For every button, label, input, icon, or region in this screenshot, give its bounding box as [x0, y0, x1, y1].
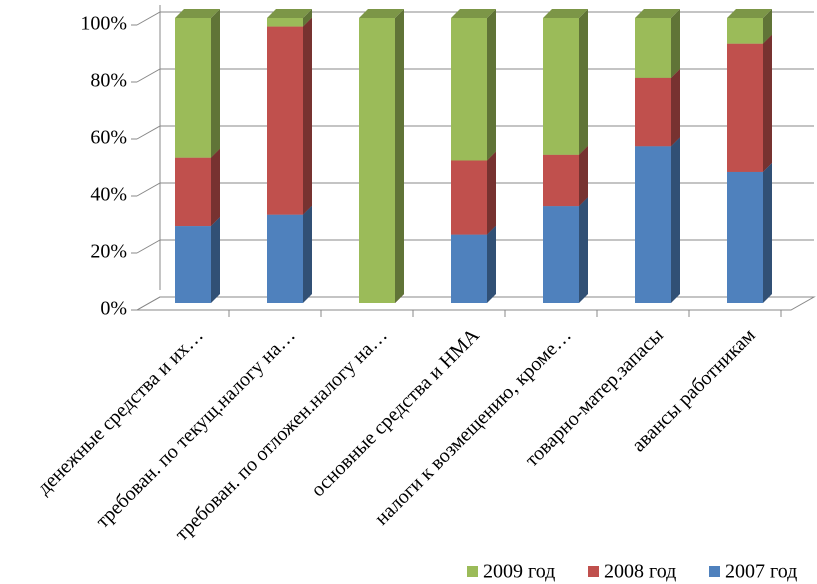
bar-segment: [359, 18, 395, 303]
bar-segment: [451, 18, 487, 161]
bar-side: [303, 9, 312, 27]
x-tick-label: основные средства и НМА: [307, 324, 484, 501]
bar-side: [211, 9, 220, 158]
bar-top: [543, 9, 588, 18]
bar-side: [763, 162, 772, 303]
bar-segment: [267, 214, 303, 303]
bar-segment: [727, 171, 763, 303]
bar-top: [635, 9, 680, 18]
x-tick-label: требован. по текущ.налогу на…: [92, 324, 300, 532]
bar-side: [579, 145, 588, 207]
bar-segment: [543, 154, 579, 207]
bar-segment: [727, 18, 763, 44]
bar-side: [487, 225, 496, 303]
legend: 2009 год 2008 год 2007 год: [467, 561, 797, 583]
bar-segment: [451, 234, 487, 303]
legend-label: 2008 год: [604, 561, 676, 583]
bar-side: [671, 9, 680, 78]
bar-side: [671, 137, 680, 303]
bar-segment: [635, 18, 671, 78]
bar-side: [579, 9, 588, 155]
bar-segment: [635, 146, 671, 303]
x-tick-label: денежные средства и их…: [33, 324, 208, 499]
bar-segment: [543, 206, 579, 303]
bar-side: [671, 68, 680, 147]
bar-top: [175, 9, 220, 18]
grid-line: [136, 11, 814, 26]
bar-segment: [175, 157, 211, 227]
bar-side: [395, 9, 404, 303]
grid-line: [136, 68, 814, 83]
bar-side: [487, 151, 496, 235]
bar-side: [763, 34, 772, 172]
bar-segment: [727, 43, 763, 172]
bar-side: [579, 197, 588, 303]
bar-top: [727, 9, 772, 18]
legend-swatch: [588, 566, 599, 577]
legend-label: 2009 год: [483, 561, 555, 583]
y-tick-label: 80%: [90, 70, 127, 92]
bar-side: [303, 205, 312, 303]
legend-label: 2007 год: [725, 561, 797, 583]
grid-line: [136, 239, 814, 254]
y-tick-label: 20%: [90, 241, 127, 263]
y-tick-label: 0%: [100, 298, 127, 320]
bar-segment: [267, 26, 303, 215]
legend-swatch: [709, 566, 720, 577]
y-tick-label: 60%: [90, 127, 127, 149]
bar-segment: [175, 226, 211, 303]
y-tick-label: 40%: [90, 184, 127, 206]
bar-top: [451, 9, 496, 18]
bar-segment: [175, 18, 211, 158]
grid-line: [136, 182, 814, 197]
bar-side: [303, 17, 312, 215]
y-tick-label: 100%: [80, 13, 127, 35]
bar-side: [211, 148, 220, 227]
bar-top: [267, 9, 312, 18]
bar-segment: [451, 160, 487, 235]
grid-line: [136, 125, 814, 140]
x-tick-label: налоги к возмещению, кроме…: [371, 324, 576, 529]
bar-side: [211, 217, 220, 303]
grid-line: [136, 296, 814, 311]
bar-segment: [543, 18, 579, 155]
bar-side: [487, 9, 496, 161]
bar-segment: [635, 77, 671, 147]
bar-side: [763, 9, 772, 44]
bar-segment: [267, 18, 303, 27]
legend-swatch: [467, 566, 478, 577]
bar-top: [359, 9, 404, 18]
